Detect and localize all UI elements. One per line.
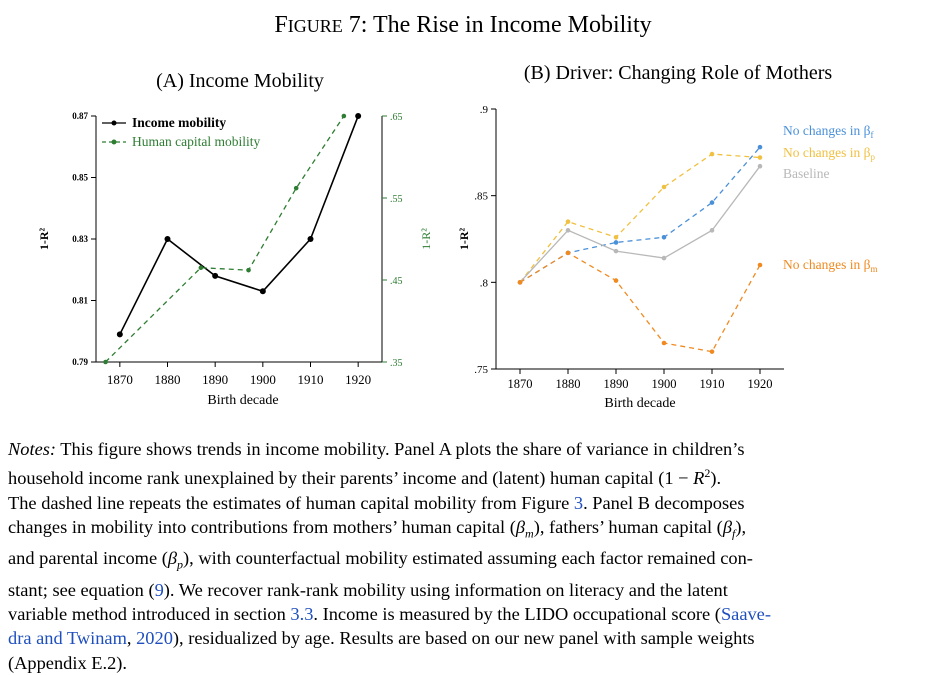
data-point bbox=[103, 359, 108, 365]
notes-label: Notes: bbox=[8, 439, 57, 459]
x-tick-label: 1900 bbox=[250, 372, 276, 387]
data-point bbox=[709, 349, 715, 354]
data-point bbox=[613, 240, 619, 245]
data-point bbox=[307, 236, 314, 242]
x-tick-label: 1920 bbox=[748, 377, 773, 391]
x-tick-label: 1920 bbox=[345, 372, 371, 387]
section-3-3-link[interactable]: 3.3 bbox=[290, 603, 314, 624]
data-point bbox=[613, 248, 619, 254]
x-tick-label: 1900 bbox=[652, 377, 677, 391]
series-label: No changes in βm bbox=[783, 257, 878, 274]
notes-line: Notes: This figure shows trends in incom… bbox=[8, 439, 745, 459]
data-point bbox=[565, 228, 571, 233]
series-line bbox=[519, 252, 761, 353]
data-point bbox=[293, 185, 299, 191]
data-point bbox=[341, 113, 347, 119]
y2-tick-label: .65 bbox=[390, 112, 403, 123]
y-tick-label: .8 bbox=[480, 277, 489, 289]
data-point bbox=[709, 151, 715, 157]
data-point bbox=[661, 340, 667, 346]
x-tick-label: 1910 bbox=[298, 372, 324, 387]
notes-line: The dashed line repeats the estimates of… bbox=[8, 492, 745, 513]
series-line bbox=[519, 165, 761, 283]
series-label: No changes in βp bbox=[783, 145, 875, 162]
x-tick-label: 1910 bbox=[700, 377, 725, 391]
x-axis-label: Birth decade bbox=[207, 393, 278, 408]
notes-line: and parental income (βp), with counterfa… bbox=[8, 548, 753, 573]
legend-marker bbox=[111, 120, 117, 126]
notes-line: (Appendix E.2). bbox=[8, 652, 128, 673]
notes-line: changes in mobility into contributions f… bbox=[8, 517, 747, 542]
y2-tick-label: .55 bbox=[390, 194, 403, 205]
data-point bbox=[613, 234, 619, 240]
y-tick-label: 0.87 bbox=[72, 111, 88, 121]
y-tick-label: 0.85 bbox=[72, 173, 88, 183]
citation-link[interactable]: dra and Twinam bbox=[8, 628, 127, 649]
x-tick-label: 1870 bbox=[508, 377, 533, 391]
y-tick-label: 0.79 bbox=[72, 357, 88, 367]
y-axis-label: 1-R² bbox=[37, 227, 51, 250]
y-axis-label: 1-R² bbox=[457, 227, 471, 250]
data-point bbox=[757, 155, 763, 160]
panel-a-title: (A) Income Mobility bbox=[156, 70, 324, 92]
data-point bbox=[198, 265, 204, 271]
y2-tick-label: .35 bbox=[390, 358, 403, 369]
data-point bbox=[661, 255, 667, 261]
panel-b-title: (B) Driver: Changing Role of Mothers bbox=[523, 62, 833, 84]
data-point bbox=[246, 267, 251, 273]
y2-tick-label: .45 bbox=[390, 276, 403, 287]
data-point bbox=[565, 250, 571, 256]
series-label: Baseline bbox=[783, 166, 830, 181]
series-line bbox=[119, 115, 359, 335]
x-axis-label: Birth decade bbox=[604, 396, 675, 411]
x-tick-label: 1890 bbox=[604, 377, 629, 391]
legend-label: Income mobility bbox=[132, 115, 226, 130]
data-point bbox=[661, 184, 667, 190]
x-tick-label: 1870 bbox=[107, 372, 133, 387]
x-tick-label: 1890 bbox=[202, 372, 228, 387]
data-point bbox=[355, 113, 362, 119]
legend-marker bbox=[111, 139, 117, 145]
data-point bbox=[757, 163, 763, 169]
figure-title: FIGURE 7: The Rise in Income Mobility bbox=[274, 12, 652, 38]
x-tick-label: 1880 bbox=[155, 372, 181, 387]
figure-notes: Notes: This figure shows trends in incom… bbox=[8, 437, 912, 675]
figure-3-link[interactable]: 3 bbox=[573, 492, 584, 513]
data-point bbox=[661, 234, 667, 240]
series-line bbox=[519, 153, 761, 283]
y2-axis-label: 1-R² bbox=[419, 228, 433, 250]
y-tick-label: .75 bbox=[474, 364, 488, 376]
data-point bbox=[164, 236, 171, 242]
notes-line: dra and Twinam, 2020), residualized by a… bbox=[8, 628, 755, 649]
data-point bbox=[613, 278, 619, 283]
y-tick-label: .9 bbox=[480, 104, 489, 116]
y-tick-label: .85 bbox=[474, 191, 488, 203]
figure-charts: 0.79 0.81 0.83 0.85 0.87 .35 .45 .55 .65 1870 1880… bbox=[37, 104, 878, 411]
y-tick-label: 0.81 bbox=[72, 296, 88, 306]
series-label: No changes in βf bbox=[783, 123, 873, 140]
x-tick-label: 1880 bbox=[556, 377, 581, 391]
equation-9-link[interactable]: 9 bbox=[154, 579, 164, 600]
y-tick-label: 0.83 bbox=[72, 234, 88, 244]
citation-link[interactable]: Saave- bbox=[720, 603, 771, 624]
data-point bbox=[757, 144, 763, 150]
data-point bbox=[212, 272, 219, 279]
notes-line: variable method introduced in section 3.… bbox=[8, 603, 771, 624]
data-point bbox=[757, 262, 763, 268]
notes-line: stant; see equation (9). We recover rank… bbox=[8, 579, 728, 600]
data-point bbox=[517, 280, 523, 285]
notes-line: household income rank unexplained by the… bbox=[8, 466, 722, 489]
data-point bbox=[709, 200, 715, 205]
data-point bbox=[259, 288, 266, 295]
citation-year-link[interactable]: 2020 bbox=[136, 628, 173, 649]
data-point bbox=[565, 219, 571, 224]
legend-label: Human capital mobility bbox=[132, 134, 260, 149]
data-point bbox=[116, 331, 123, 338]
data-point bbox=[709, 228, 715, 233]
